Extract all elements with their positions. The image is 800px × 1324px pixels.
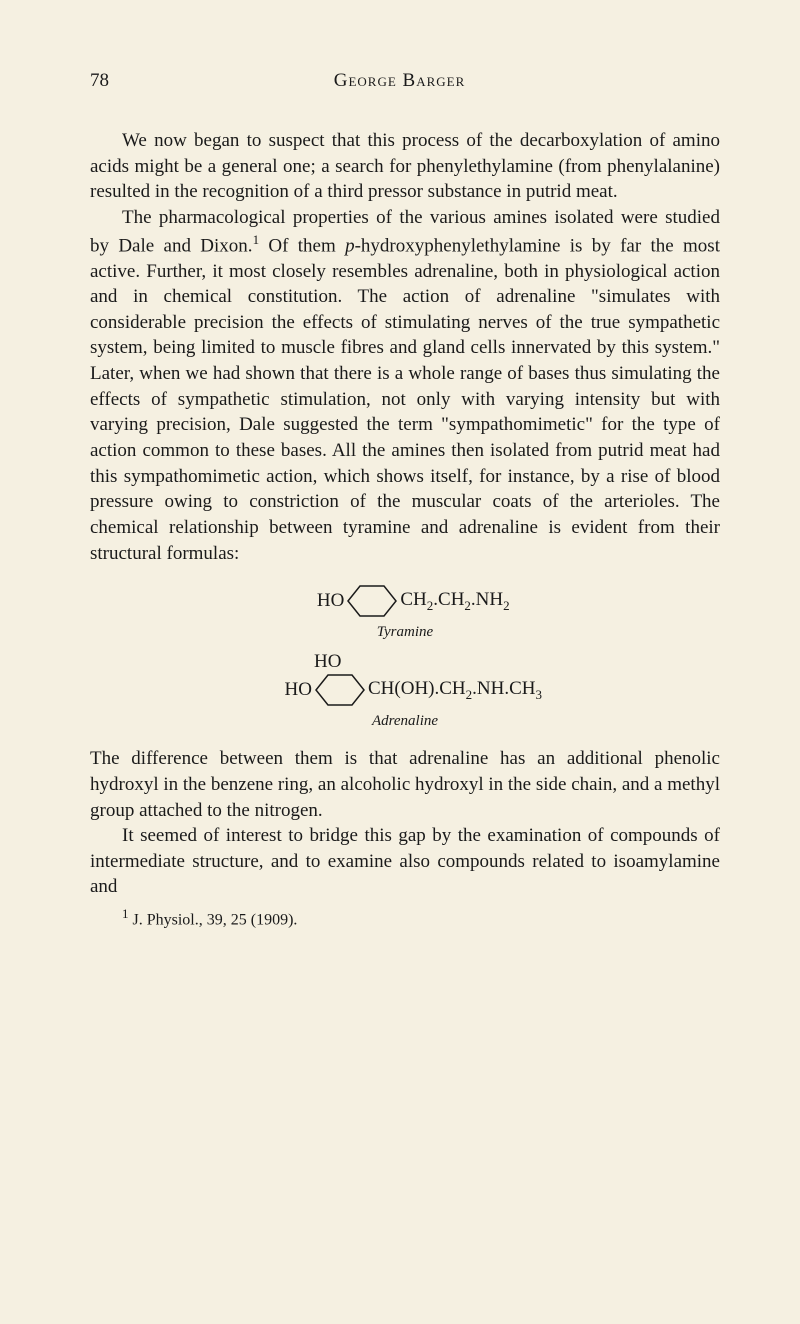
- paragraph-2: The pharmacological properties of the va…: [90, 205, 720, 566]
- paragraph-4: It seemed of interest to bridge this gap…: [90, 823, 720, 900]
- author-name: George Barger: [109, 70, 720, 92]
- tyramine-structure: HO CH2.CH2.NH2: [90, 582, 720, 620]
- p2-text-b: Of them: [259, 235, 345, 256]
- footnote-1: 1 J. Physiol., 39, 25 (1909).: [90, 906, 720, 929]
- page-number: 78: [90, 70, 109, 92]
- paragraph-3: The difference between them is that adre…: [90, 746, 720, 823]
- paragraph-1: We now began to suspect that this proces…: [90, 128, 720, 205]
- adrenaline-structure: HO CH(OH).CH2.NH.CH3: [90, 671, 720, 709]
- adrenaline-right: CH(OH).CH2.NH.CH3: [368, 678, 542, 703]
- benzene-ring-icon: [344, 582, 400, 620]
- adrenaline-ho-top: HO: [90, 651, 720, 673]
- tyramine-right: CH2.CH2.NH2: [400, 589, 509, 614]
- page-header: 78 George Barger: [90, 70, 720, 92]
- tyramine-formula: HO CH2.CH2.NH2 Tyramine HO HO CH(OH).CH2…: [90, 582, 720, 730]
- p2-italic-p: p: [345, 235, 355, 256]
- adrenaline-label: Adrenaline: [90, 713, 720, 730]
- p2-text-c: -hydroxyphenylethylamine is by far the m…: [90, 235, 720, 564]
- tyramine-left: HO: [300, 590, 344, 612]
- tyramine-label: Tyramine: [90, 624, 720, 641]
- benzene-ring-icon: [312, 671, 368, 709]
- footnote-text: J. Physiol., 39, 25 (1909).: [129, 911, 298, 928]
- adrenaline-left: HO: [268, 679, 312, 701]
